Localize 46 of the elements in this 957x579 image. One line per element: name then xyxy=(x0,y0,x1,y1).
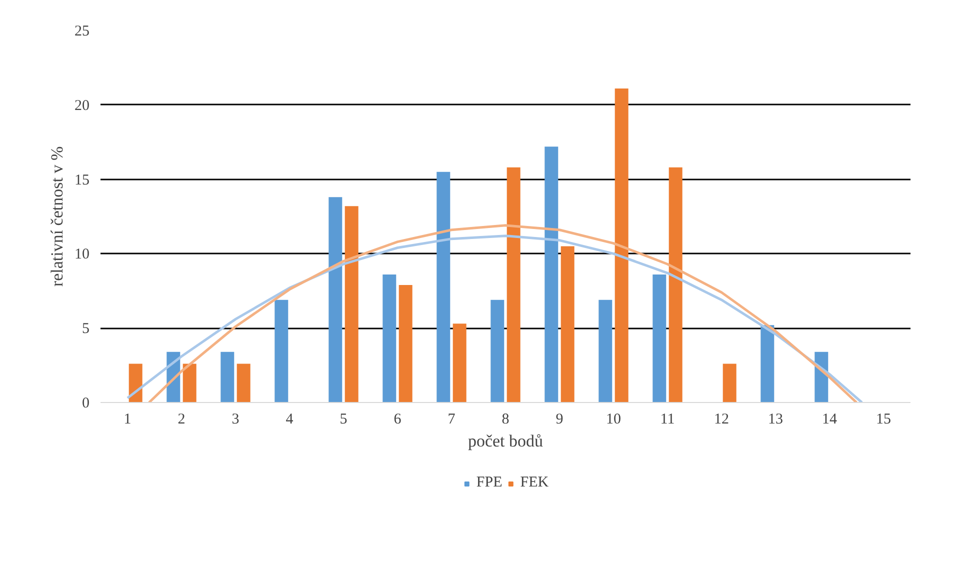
bar xyxy=(452,324,466,402)
bar xyxy=(506,167,520,402)
x-tick-label: 13 xyxy=(768,412,783,428)
y-tick-label: 0 xyxy=(82,396,90,412)
x-tick-label: 15 xyxy=(876,412,891,428)
bar xyxy=(722,364,736,402)
y-tick-label: 20 xyxy=(74,98,90,114)
x-tick-label: 8 xyxy=(502,412,510,428)
x-tick-label: 11 xyxy=(660,412,675,428)
bar xyxy=(598,300,612,402)
y-tick-label: 5 xyxy=(82,321,90,338)
x-tick-label: 6 xyxy=(394,412,402,428)
x-tick-label: 14 xyxy=(822,412,838,428)
x-tick-label: 9 xyxy=(556,412,564,428)
bar xyxy=(128,364,142,402)
y-axis-title: relativní četnost v % xyxy=(48,146,66,287)
y-tick-label: 10 xyxy=(74,246,90,263)
bar xyxy=(382,274,396,402)
x-tick-label: 4 xyxy=(286,412,294,428)
x-tick-label: 12 xyxy=(714,412,729,428)
x-tick-label: 5 xyxy=(340,412,348,428)
bar xyxy=(668,167,682,402)
bar xyxy=(274,300,288,402)
bar xyxy=(344,206,358,402)
bar xyxy=(614,88,628,402)
bar xyxy=(490,300,504,402)
bar xyxy=(544,146,558,402)
bar xyxy=(652,274,666,402)
bar xyxy=(760,325,774,402)
x-tick-label: 1 xyxy=(124,412,132,428)
y-tick-label: 15 xyxy=(74,172,90,188)
x-tick-label: 3 xyxy=(232,412,240,428)
y-tick-label: 25 xyxy=(74,24,90,40)
x-tick-label: 2 xyxy=(178,412,186,428)
bar xyxy=(436,172,450,402)
bar xyxy=(236,364,250,402)
bar xyxy=(220,352,234,402)
legend-label: FPE xyxy=(476,474,502,492)
bar xyxy=(182,364,196,402)
legend-label: FEK xyxy=(520,474,549,492)
bar xyxy=(328,197,342,402)
bar xyxy=(560,246,574,402)
bar xyxy=(398,284,412,402)
x-tick-label: 7 xyxy=(448,412,456,428)
x-tick-label: 10 xyxy=(606,412,621,428)
x-axis-title: počet bodů xyxy=(468,432,544,450)
